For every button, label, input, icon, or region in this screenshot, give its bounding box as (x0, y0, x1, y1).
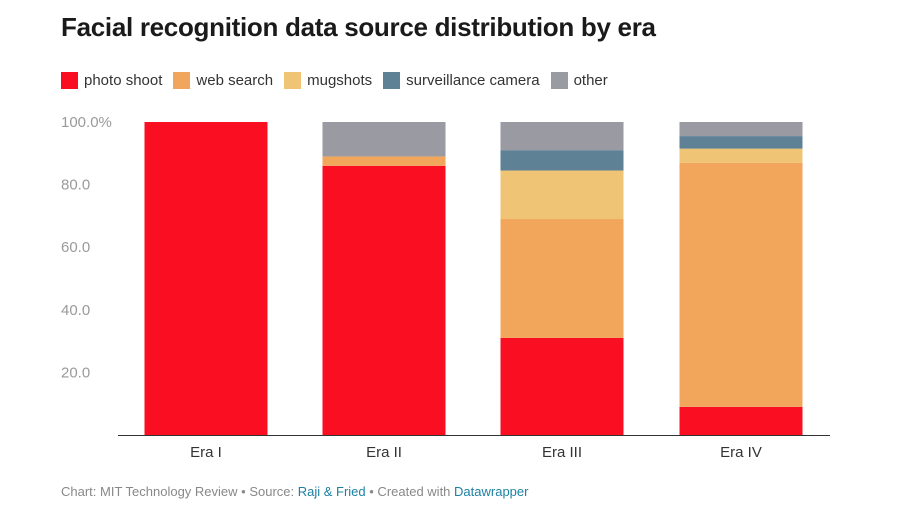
stacked-bar-chart: 100.0% 80.0 60.0 40.0 20.0 Era I Era II Era III… (61, 114, 830, 461)
footer-source-link[interactable]: Raji & Fried (297, 484, 366, 499)
legend-swatch-web-search (173, 71, 191, 89)
legend-item-surveillance-camera: surveillance camera (383, 71, 540, 89)
y-tick-label: 100.0% (61, 114, 112, 131)
legend-label-photo-shoot: photo shoot (84, 71, 163, 89)
bar-segment-surveillance-camera-era-iv[interactable] (679, 136, 803, 149)
bar-segment-mugshots-era-iv[interactable] (679, 148, 803, 163)
legend-label-other: other (573, 71, 608, 89)
x-tick-label-era-i: Era I (190, 444, 222, 461)
bar-segment-photo-shoot-era-iii[interactable] (500, 337, 624, 435)
y-tick-label: 80.0 (61, 177, 90, 194)
x-tick-label-era-ii: Era II (366, 444, 402, 461)
legend-item-other: other (550, 71, 608, 89)
bar-segment-surveillance-camera-era-iii[interactable] (500, 150, 624, 171)
footer-credit: Chart: MIT Technology Review • Source: (61, 484, 298, 499)
legend-swatch-surveillance-camera (383, 71, 401, 89)
chart-footer: Chart: MIT Technology Review • Source: R… (61, 484, 528, 499)
x-tick-label-era-iv: Era IV (720, 444, 762, 461)
bar-segment-photo-shoot-era-iv[interactable] (679, 406, 803, 435)
bar-segment-photo-shoot-era-i[interactable] (144, 122, 268, 435)
bar-segment-web-search-era-iii[interactable] (500, 219, 624, 338)
bar-segment-web-search-era-ii[interactable] (322, 156, 446, 166)
bar-segment-other-era-iii[interactable] (500, 122, 624, 151)
y-tick-label: 20.0 (61, 364, 90, 381)
bar-segment-other-era-ii[interactable] (322, 122, 446, 157)
footer-created-with: • Created with (365, 484, 455, 499)
legend-item-web-search: web search (173, 71, 274, 89)
bar-segment-photo-shoot-era-ii[interactable] (322, 165, 446, 435)
bar-segment-other-era-iv[interactable] (679, 122, 803, 137)
bar-segment-mugshots-era-iii[interactable] (500, 170, 624, 220)
x-tick-label-era-iii: Era III (542, 444, 582, 461)
bar-segment-web-search-era-iv[interactable] (679, 162, 803, 407)
legend-label-web-search: web search (196, 71, 274, 89)
legend-label-mugshots: mugshots (307, 71, 373, 89)
y-tick-label: 40.0 (61, 302, 90, 319)
legend-swatch-other (550, 71, 568, 89)
chart-title: Facial recognition data source distribut… (61, 12, 656, 42)
y-tick-label: 60.0 (61, 239, 90, 256)
legend-swatch-mugshots (284, 71, 302, 89)
legend: photo shoot web search mugshots surveill… (61, 69, 619, 91)
footer-datawrapper-link[interactable]: Datawrapper (454, 484, 529, 499)
legend-label-surveillance-camera: surveillance camera (406, 71, 540, 89)
legend-item-photo-shoot: photo shoot (61, 71, 163, 89)
legend-swatch-photo-shoot (61, 71, 78, 89)
legend-item-mugshots: mugshots (284, 71, 373, 89)
